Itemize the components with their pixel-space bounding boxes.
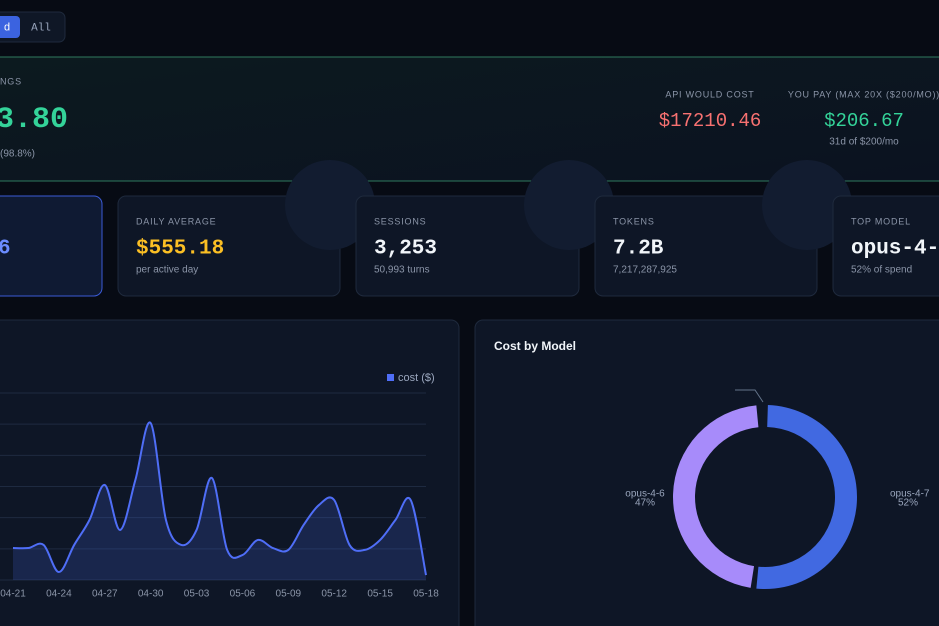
x-tick-label: 04-27 [92, 589, 118, 600]
x-tick-label: 05-15 [367, 589, 393, 600]
savings-percent: (98.8%) [0, 149, 35, 160]
x-tick-label: 04-24 [46, 589, 72, 600]
api-cost-value: $17210.46 [659, 110, 762, 132]
card-decoration [285, 160, 375, 250]
slice-label: opus-4-7 [890, 489, 930, 500]
card-decoration [524, 160, 614, 250]
stat-value: $555.18 [136, 238, 224, 261]
stat-value: opus-4- [851, 238, 939, 261]
stat-label: SESSIONS [374, 216, 426, 226]
stat-note: 7,217,287,925 [613, 265, 677, 276]
x-tick-label: 04-21 [0, 589, 26, 600]
slice-value-label: 47% [635, 498, 655, 509]
x-tick-label: 05-03 [184, 589, 210, 600]
x-tick-label: 04-30 [138, 589, 164, 600]
legend-swatch [387, 374, 394, 381]
stat-card[interactable] [0, 195, 103, 297]
stat-note: per active day [136, 265, 198, 276]
stat-label: TOKENS [613, 216, 655, 226]
pay-value: $206.67 [824, 110, 904, 132]
donut-chart: opus-4-752% opus-4-647% [625, 405, 930, 590]
stat-note: 50,993 turns [374, 265, 430, 276]
range-button-label[interactable]: All [31, 22, 51, 34]
stat-label: DAILY AVERAGE [136, 216, 216, 226]
pay-note: 31d of $200/mo [829, 137, 899, 148]
savings-banner [0, 56, 939, 182]
donut-slice [756, 405, 858, 590]
range-button-active[interactable] [0, 16, 20, 38]
stat-note: 52% of spend [851, 265, 912, 276]
stat-value: 7.2B [613, 238, 664, 261]
donut-slice [673, 405, 759, 588]
area [13, 422, 426, 580]
line [12, 421, 427, 576]
x-tick-label: 05-12 [321, 589, 347, 600]
api-cost-label: API WOULD COST [665, 89, 754, 99]
stat-card[interactable] [832, 195, 939, 297]
slice-label: opus-4-6 [625, 489, 665, 500]
stat-value: 3,253 [374, 238, 437, 261]
chart-panel [0, 319, 460, 626]
chart-title: Cost by Model [494, 339, 576, 353]
x-tick-label: 05-18 [413, 589, 439, 600]
legend-label: cost ($) [398, 372, 435, 384]
savings-label: NGS [0, 76, 22, 86]
card-decoration [762, 160, 852, 250]
x-tick-label: 05-09 [276, 589, 302, 600]
stat-card-group: DAILY AVERAGE $555.18 per active day SES… [117, 160, 939, 297]
stat-value: 6 [0, 238, 11, 261]
savings-amount: 3.80 [0, 103, 68, 137]
leader-line [735, 389, 764, 403]
stat-label: TOP MODEL [851, 216, 911, 226]
pay-label: YOU PAY (MAX 20X ($200/MO)) [788, 89, 939, 99]
range-button-label[interactable]: d [4, 22, 11, 34]
chart-panel [474, 319, 939, 626]
slice-value-label: 52% [898, 498, 918, 509]
x-tick-label: 05-06 [230, 589, 256, 600]
line-chart: 04-21 04-24 04-27 04-30 05-03 05-06 05-09 05-12… [0, 372, 439, 600]
